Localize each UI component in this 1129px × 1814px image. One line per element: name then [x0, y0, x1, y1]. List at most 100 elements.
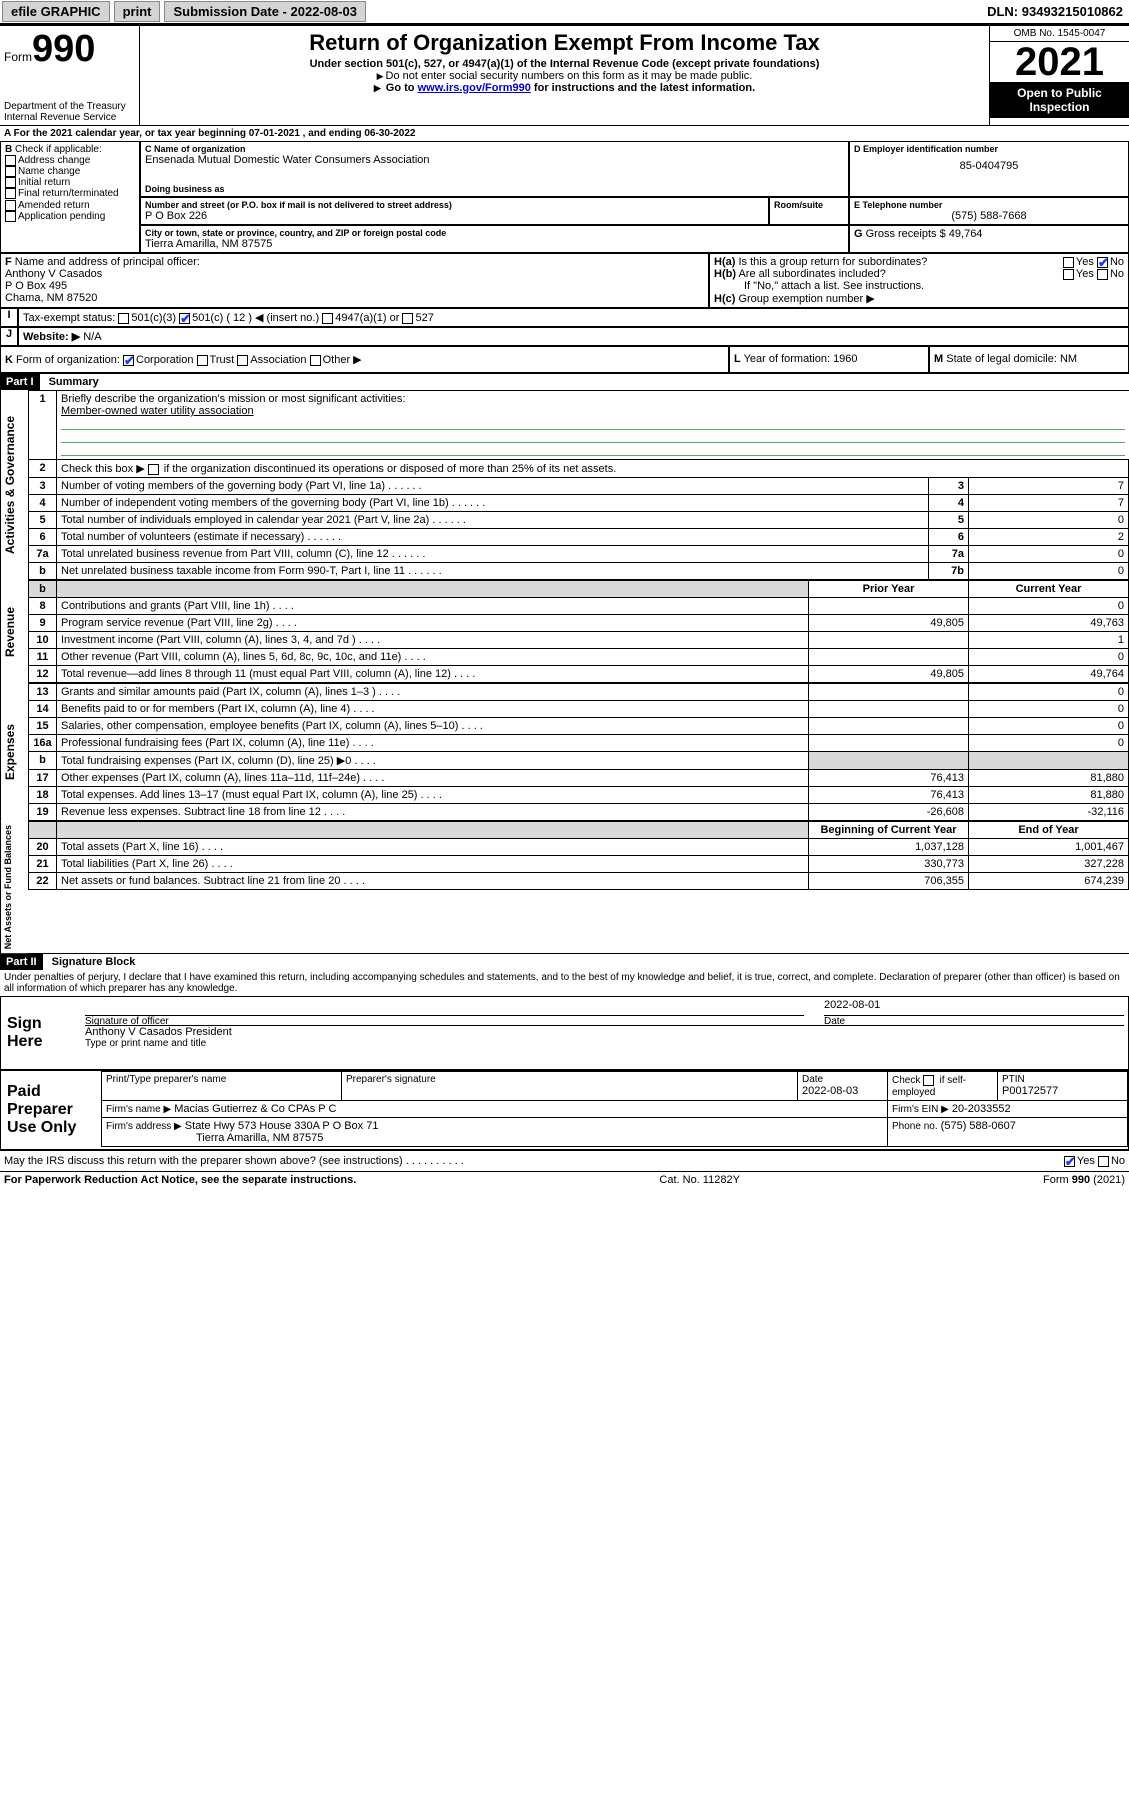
ha-yes[interactable] — [1063, 257, 1074, 268]
sub3-pre: Go to — [386, 82, 418, 94]
sign-here-block: Sign Here Signature of officer Date 2022… — [0, 996, 1129, 1070]
chk-527[interactable] — [402, 313, 413, 324]
table-row: 11Other revenue (Part VIII, column (A), … — [29, 649, 1129, 666]
firm-ein-label: Firm's EIN ▶ — [892, 1104, 949, 1115]
col-prior: Prior Year — [809, 581, 969, 598]
firm-addr1: State Hwy 573 House 330A P O Box 71 — [185, 1120, 379, 1132]
col-print: Print/Type preparer's name — [106, 1074, 337, 1085]
form-title: Return of Organization Exempt From Incom… — [146, 30, 983, 56]
sub-date: 2022-08-03 — [291, 4, 358, 19]
table-row: 4 Number of independent voting members o… — [29, 495, 1129, 512]
year-formation: 1960 — [833, 353, 857, 365]
rev-table: b Prior Year Current Year 8Contributions… — [28, 580, 1129, 683]
chk-discontinued[interactable] — [148, 464, 159, 475]
hb-no[interactable] — [1097, 269, 1108, 280]
box-b: B Check if applicable: Address change Na… — [0, 141, 140, 253]
dept-treasury: Department of the Treasury — [4, 101, 135, 112]
part2-title: Signature Block — [46, 956, 136, 968]
form-header: Form990 Department of the Treasury Inter… — [0, 24, 1129, 125]
org-name: Ensenada Mutual Domestic Water Consumers… — [145, 154, 844, 166]
net-section: Net Assets or Fund Balances Beginning of… — [0, 821, 1129, 953]
website-value: N/A — [83, 331, 101, 343]
chk-address-change[interactable] — [5, 155, 16, 166]
form-word: Form — [4, 50, 32, 64]
rev-section: Revenue b Prior Year Current Year 8Contr… — [0, 580, 1129, 683]
ptin-value: P00172577 — [1002, 1085, 1123, 1097]
part1-title: Summary — [43, 376, 99, 388]
form-header-mid: Return of Organization Exempt From Incom… — [140, 26, 989, 125]
hb-note: If "No," attach a list. See instructions… — [714, 280, 1124, 292]
g-label: Gross receipts $ — [866, 228, 946, 240]
prep-date: 2022-08-03 — [802, 1085, 883, 1097]
open-inspection: Open to Public Inspection — [990, 82, 1129, 118]
chk-trust[interactable] — [197, 355, 208, 366]
ha-no[interactable] — [1097, 257, 1108, 268]
chk-other[interactable] — [310, 355, 321, 366]
top-toolbar: efile GRAPHIC print Submission Date - 20… — [0, 0, 1129, 24]
vlabel-net: Net Assets or Fund Balances — [0, 821, 28, 953]
col-current: Current Year — [969, 581, 1129, 598]
discuss-text: May the IRS discuss this return with the… — [4, 1155, 403, 1167]
firm-phone: (575) 588-0607 — [941, 1120, 1016, 1132]
b-label: Check if applicable: — [15, 144, 102, 155]
chk-final[interactable] — [5, 188, 16, 199]
sign-here-label: Sign Here — [1, 997, 81, 1069]
page-footer: For Paperwork Reduction Act Notice, see … — [0, 1171, 1129, 1188]
part2-hdr: Part II — [0, 954, 43, 970]
efile-label: efile GRAPHIC — [2, 1, 110, 22]
firm-phone-label: Phone no. — [892, 1121, 938, 1132]
discuss-yes[interactable] — [1064, 1156, 1075, 1167]
opt-final: Final return/terminated — [18, 189, 119, 200]
hc-text: Group exemption number ▶ — [738, 293, 874, 305]
chk-amended[interactable] — [5, 200, 16, 211]
k-label: Form of organization: — [16, 354, 120, 366]
firm-addr-label: Firm's address ▶ — [106, 1121, 182, 1132]
table-row: 22Net assets or fund balances. Subtract … — [29, 873, 1129, 890]
table-row: 17Other expenses (Part IX, column (A), l… — [29, 770, 1129, 787]
discuss-row: May the IRS discuss this return with the… — [0, 1150, 1129, 1171]
table-row: 18Total expenses. Add lines 13–17 (must … — [29, 787, 1129, 804]
city-value: Tierra Amarilla, NM 87575 — [145, 238, 844, 250]
chk-501c[interactable] — [179, 313, 190, 324]
tax-year: 2021 — [990, 42, 1129, 82]
chk-initial[interactable] — [5, 177, 16, 188]
table-row: 14Benefits paid to or for members (Part … — [29, 701, 1129, 718]
sub3-post: for instructions and the latest informat… — [531, 82, 755, 94]
ha-text: Is this a group return for subordinates? — [738, 256, 927, 268]
opt-pending: Application pending — [18, 211, 105, 222]
chk-4947[interactable] — [322, 313, 333, 324]
line2-text: if the organization discontinued its ope… — [164, 463, 617, 475]
table-row: 6 Total number of volunteers (estimate i… — [29, 529, 1129, 546]
part2-header-row: Part II Signature Block — [0, 953, 1129, 970]
chk-assoc[interactable] — [237, 355, 248, 366]
dln: DLN: 93493215010862 — [987, 4, 1129, 19]
discuss-no[interactable] — [1098, 1156, 1109, 1167]
sig-date-value: 2022-08-01 — [824, 999, 1124, 1011]
room-label: Room/suite — [774, 200, 844, 210]
chk-name-change[interactable] — [5, 166, 16, 177]
l-label: Year of formation: — [744, 353, 830, 365]
opt-name: Name change — [18, 166, 80, 177]
table-row: 16aProfessional fundraising fees (Part I… — [29, 735, 1129, 752]
vlabel-rev: Revenue — [0, 580, 28, 683]
print-button[interactable]: print — [114, 1, 161, 22]
hb-text: Are all subordinates included? — [738, 268, 885, 280]
org-form-block: K Form of organization: Corporation Trus… — [0, 346, 1129, 373]
vlabel-gov: Activities & Governance — [0, 390, 28, 580]
footer-left: For Paperwork Reduction Act Notice, see … — [4, 1174, 356, 1186]
hb-yes[interactable] — [1063, 269, 1074, 280]
check-self: Check — [892, 1075, 920, 1086]
irs-link[interactable]: www.irs.gov/Form990 — [418, 82, 531, 94]
table-row: 10Investment income (Part VIII, column (… — [29, 632, 1129, 649]
table-row: 19Revenue less expenses. Subtract line 1… — [29, 804, 1129, 821]
firm-ein: 20-2033552 — [952, 1103, 1011, 1115]
chk-501c3[interactable] — [118, 313, 129, 324]
sig-date-label: Date — [824, 1016, 1124, 1027]
entity-block: B Check if applicable: Address change Na… — [0, 141, 1129, 253]
chk-corp[interactable] — [123, 355, 134, 366]
chk-self-employed[interactable] — [923, 1075, 934, 1086]
chk-pending[interactable] — [5, 211, 16, 222]
line2-label: Check this box ▶ — [61, 463, 145, 475]
m-label: State of legal domicile: — [946, 353, 1057, 365]
period-mid: , and ending — [303, 128, 365, 139]
